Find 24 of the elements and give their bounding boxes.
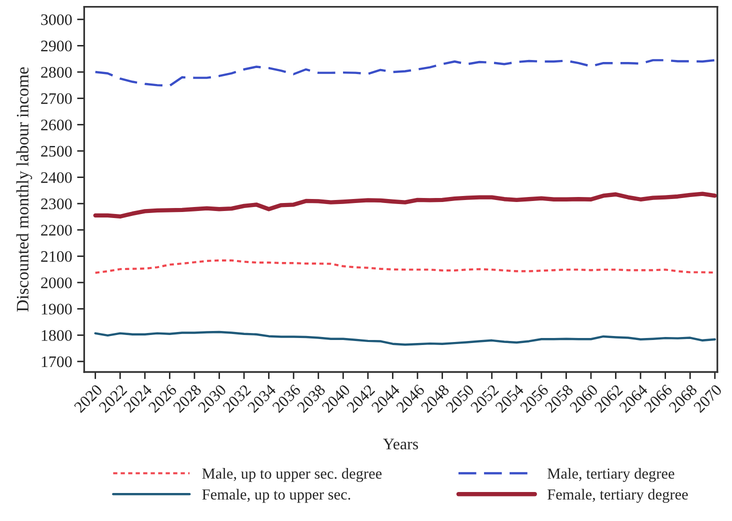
y-tick-label: 2900 [41, 40, 72, 52]
line-series [94, 59, 716, 87]
y-tick-label: 1800 [42, 330, 72, 341]
line-series [94, 259, 716, 274]
y-tick-label: 2600 [41, 120, 72, 130]
y-tick-label: 2500 [41, 146, 72, 157]
y-tick-label: 1900 [42, 304, 72, 315]
y-tick-label: 2300 [41, 198, 72, 210]
y-axis-title: Discounted monthly labour income [16, 67, 32, 312]
y-tick-label: 2400 [41, 172, 72, 183]
y-tick-label: 2200 [41, 224, 72, 236]
y-tick-label: 2000 [41, 277, 72, 288]
y-tick-label: 2700 [41, 93, 72, 104]
y-tick-label: 3000 [41, 14, 72, 26]
legend-label: Male, tertiary degree [548, 468, 674, 482]
legend-label: Male, up to upper sec. degree [202, 468, 382, 482]
legend-label: Female, up to upper sec. [202, 488, 350, 503]
legend-label: Female, tertiary degree [548, 488, 688, 503]
x-axis-title: Years [383, 438, 418, 450]
line-series [93, 192, 717, 219]
y-tick-label: 1700 [42, 356, 72, 368]
y-tick-label: 2800 [41, 66, 72, 78]
y-tick-label: 2100 [41, 251, 72, 262]
line-series [94, 330, 716, 346]
